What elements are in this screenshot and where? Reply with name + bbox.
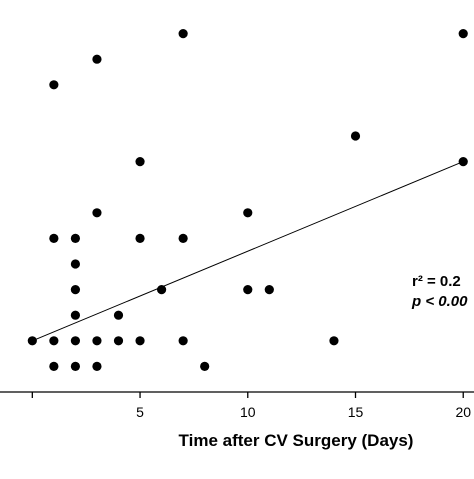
regression-line: [32, 161, 464, 342]
data-point: [113, 310, 124, 320]
data-point: [70, 285, 81, 295]
data-point: [135, 233, 145, 243]
p-value-annotation: p < 0.00: [411, 293, 468, 310]
data-point: [70, 336, 81, 346]
data-point: [49, 361, 59, 371]
data-point: [135, 157, 145, 167]
data-point: [178, 233, 188, 243]
data-point: [70, 310, 81, 320]
data-point: [200, 361, 210, 371]
data-point: [70, 233, 81, 243]
data-point: [178, 28, 188, 39]
data-point: [92, 336, 102, 346]
data-point: [49, 336, 59, 346]
x-tick-label: 5: [136, 404, 144, 420]
x-axis-tick-labels: 5 10 15 20: [136, 404, 471, 420]
data-point: [27, 336, 37, 346]
data-point: [92, 361, 102, 371]
data-point: [243, 208, 253, 218]
data-point: [49, 233, 59, 243]
data-point: [70, 259, 81, 269]
x-tick-label: 20: [455, 404, 471, 420]
data-point: [92, 54, 102, 64]
data-point: [113, 336, 124, 346]
data-point: [329, 336, 339, 346]
data-point: [458, 28, 468, 39]
data-point: [70, 361, 81, 371]
data-point: [92, 208, 102, 218]
r-squared-annotation: r² = 0.2: [412, 273, 461, 290]
x-axis-label: Time after CV Surgery (Days): [179, 431, 414, 450]
x-tick-label: 15: [348, 404, 364, 420]
data-point: [156, 285, 167, 295]
data-point: [178, 336, 188, 346]
data-point: [458, 157, 468, 167]
data-point: [264, 285, 274, 295]
data-point: [49, 80, 59, 90]
data-point: [135, 336, 145, 346]
data-points: [27, 28, 468, 371]
data-point: [243, 285, 253, 295]
data-point: [350, 131, 361, 141]
x-tick-label: 10: [240, 404, 256, 420]
x-axis-ticks: [31, 392, 464, 398]
